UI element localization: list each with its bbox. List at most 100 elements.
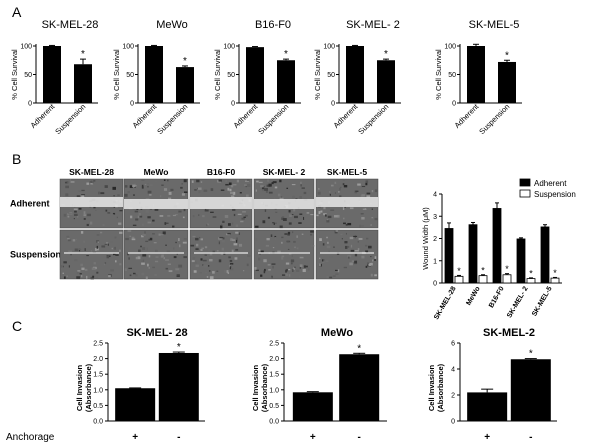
- image-texture: [141, 186, 144, 189]
- image-texture: [146, 247, 148, 251]
- image-texture: [318, 263, 321, 267]
- image-texture: [212, 216, 217, 218]
- image-texture: [64, 182, 67, 184]
- y-tick-label: 1.5: [93, 372, 103, 379]
- image-texture: [235, 231, 239, 234]
- image-texture: [300, 184, 302, 187]
- image-texture: [281, 274, 286, 276]
- image-texture: [129, 247, 131, 249]
- image-texture: [152, 219, 155, 222]
- image-texture: [258, 249, 261, 251]
- image-texture: [357, 183, 361, 186]
- image-texture: [172, 214, 176, 217]
- image-texture: [147, 216, 151, 219]
- image-texture: [181, 183, 183, 185]
- image-texture: [230, 184, 234, 188]
- chart-c-title: SK-MEL-2: [483, 327, 535, 339]
- image-texture: [339, 188, 341, 191]
- x-tick-label: Suspension: [53, 102, 87, 136]
- x-tick-label: Adherent: [453, 101, 482, 130]
- image-texture: [255, 238, 258, 241]
- image-texture: [175, 268, 180, 271]
- bar: [339, 354, 380, 421]
- image-texture: [104, 185, 108, 188]
- image-texture: [345, 232, 347, 235]
- image-texture: [296, 247, 299, 250]
- x-tick-label: Suspension: [256, 102, 290, 136]
- image-texture: [289, 214, 292, 218]
- image-texture: [105, 209, 108, 212]
- image-texture: [282, 218, 287, 221]
- image-texture: [291, 255, 293, 257]
- image-texture: [303, 191, 307, 195]
- image-texture: [290, 259, 295, 263]
- image-texture: [293, 240, 296, 243]
- image-texture: [281, 217, 283, 220]
- image-texture: [173, 247, 175, 250]
- image-texture: [281, 216, 285, 219]
- image-texture: [149, 184, 153, 187]
- image-texture: [155, 249, 158, 253]
- image-texture: [334, 269, 339, 271]
- image-texture: [195, 264, 199, 267]
- image-texture: [263, 259, 267, 263]
- significance-marker: *: [553, 268, 557, 278]
- wound-gap: [254, 199, 314, 209]
- image-texture: [98, 191, 100, 195]
- image-texture: [302, 269, 306, 273]
- image-texture: [78, 190, 82, 192]
- image-texture: [265, 190, 268, 193]
- image-texture: [285, 270, 287, 273]
- image-texture: [228, 182, 232, 186]
- image-texture: [304, 265, 308, 268]
- image-texture: [208, 249, 211, 251]
- image-texture: [208, 265, 210, 267]
- image-texture: [322, 259, 324, 263]
- y-tick-label: 1.0: [93, 387, 103, 394]
- image-texture: [284, 233, 288, 235]
- image-texture: [238, 243, 243, 247]
- image-texture: [323, 258, 325, 261]
- image-texture: [175, 241, 178, 244]
- image-texture: [127, 191, 131, 194]
- image-texture: [145, 240, 149, 243]
- image-texture: [286, 240, 290, 243]
- image-texture: [219, 236, 224, 239]
- image-texture: [341, 238, 343, 240]
- image-texture: [272, 265, 274, 269]
- image-texture: [233, 243, 238, 246]
- image-texture: [230, 238, 233, 241]
- wound-gap: [64, 252, 119, 254]
- image-texture: [293, 215, 298, 219]
- image-texture: [342, 179, 345, 181]
- image-texture: [67, 239, 71, 242]
- image-texture: [202, 264, 204, 266]
- image-texture: [144, 231, 146, 234]
- image-texture: [280, 196, 283, 198]
- image-texture: [104, 262, 107, 264]
- y-tick-label: 100: [20, 44, 32, 51]
- image-texture: [206, 224, 208, 227]
- image-texture: [198, 214, 200, 216]
- image-texture: [81, 195, 85, 198]
- image-texture: [73, 218, 75, 220]
- image-texture: [62, 272, 64, 274]
- image-texture: [273, 222, 275, 226]
- y-tick-label: 0: [28, 101, 32, 108]
- image-texture: [353, 235, 358, 237]
- x-tick-label: SK-MEL-5: [531, 285, 554, 317]
- image-texture: [115, 254, 119, 256]
- image-texture: [204, 246, 208, 249]
- x-tick-label: -: [358, 432, 361, 443]
- image-texture: [141, 184, 144, 187]
- image-texture: [73, 213, 78, 216]
- image-texture: [242, 210, 246, 213]
- image-texture: [220, 253, 224, 256]
- image-column-label: SK-MEL- 2: [263, 167, 306, 177]
- image-texture: [218, 179, 222, 182]
- image-texture: [142, 259, 145, 263]
- image-texture: [223, 237, 225, 240]
- y-tick-label: 100: [323, 44, 335, 51]
- x-tick-label: MeWo: [465, 286, 481, 307]
